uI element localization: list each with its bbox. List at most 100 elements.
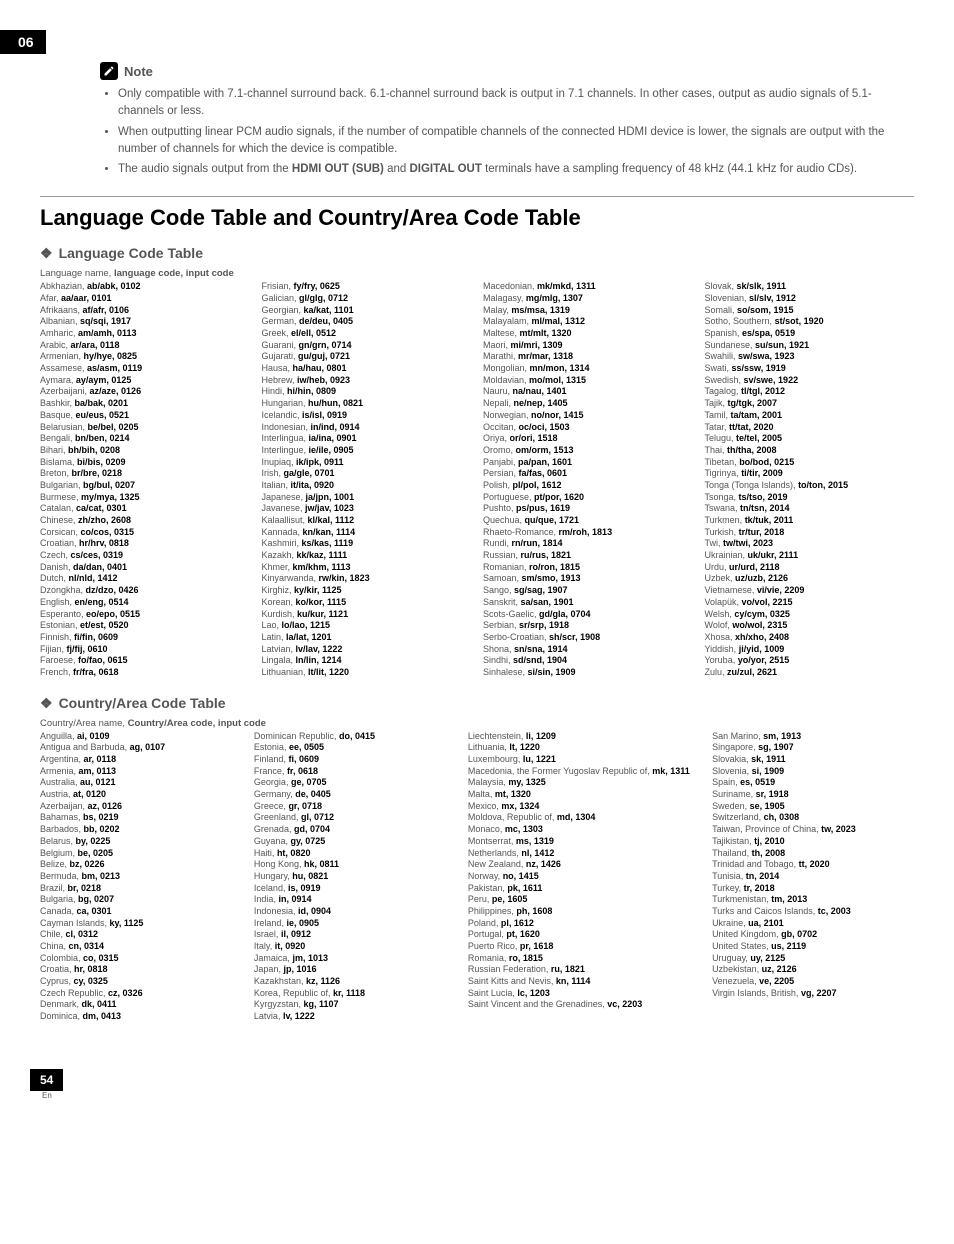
code-entry: Japanese, ja/jpn, 1001 [262,492,472,504]
code-entry: Faroese, fo/fao, 0615 [40,655,250,667]
code-entry: Slovenia, si, 1909 [712,766,914,778]
code-entry: Frisian, fy/fry, 0625 [262,281,472,293]
code-entry: Latvia, lv, 1222 [254,1011,456,1023]
code-entry: Italy, it, 0920 [254,941,456,953]
code-entry: Turks and Caicos Islands, tc, 2003 [712,906,914,918]
code-entry: Malayalam, ml/mal, 1312 [483,316,693,328]
code-entry: Nauru, na/nau, 1401 [483,386,693,398]
code-entry: Yiddish, ji/yid, 1009 [705,644,915,656]
code-entry: Taiwan, Province of China, tw, 2023 [712,824,914,836]
code-entry: Hong Kong, hk, 0811 [254,859,456,871]
code-entry: Saint Lucia, lc, 1203 [468,988,700,1000]
code-entry: Corsican, co/cos, 0315 [40,527,250,539]
code-entry: Czech, cs/ces, 0319 [40,550,250,562]
code-entry: Hungary, hu, 0821 [254,871,456,883]
code-entry: Croatia, hr, 0818 [40,964,242,976]
code-entry: New Zealand, nz, 1426 [468,859,700,871]
code-entry: Cayman Islands, ky, 1125 [40,918,242,930]
code-entry: Greenland, gl, 0712 [254,812,456,824]
code-entry: Oromo, om/orm, 1513 [483,445,693,457]
code-entry: German, de/deu, 0405 [262,316,472,328]
code-entry: Slovak, sk/slk, 1911 [705,281,915,293]
note-header: Note [100,62,914,80]
code-entry: Hebrew, iw/heb, 0923 [262,375,472,387]
country-heading: ❖Country/Area Code Table [40,695,914,712]
code-entry: Marathi, mr/mar, 1318 [483,351,693,363]
code-entry: Liechtenstein, li, 1209 [468,731,700,743]
code-entry: Argentina, ar, 0118 [40,754,242,766]
chapter-badge: 06 [0,30,46,54]
code-entry: Puerto Rico, pr, 1618 [468,941,700,953]
code-entry: Belarusian, be/bel, 0205 [40,422,250,434]
pencil-icon [100,62,118,80]
code-entry: Romania, ro, 1815 [468,953,700,965]
code-entry: Croatian, hr/hrv, 0818 [40,538,250,550]
code-entry: Venezuela, ve, 2205 [712,976,914,988]
code-column: San Marino, sm, 1913Singapore, sg, 1907S… [712,731,914,1023]
note-label: Note [124,64,153,79]
code-entry: Indonesia, id, 0904 [254,906,456,918]
code-entry: Swati, ss/ssw, 1919 [705,363,915,375]
code-entry: Russian Federation, ru, 1821 [468,964,700,976]
code-entry: Malagasy, mg/mlg, 1307 [483,293,693,305]
code-entry: Vietnamese, vi/vie, 2209 [705,585,915,597]
code-column: Macedonian, mk/mkd, 1311Malagasy, mg/mlg… [483,281,693,678]
code-entry: Occitan, oc/oci, 1503 [483,422,693,434]
code-entry: Lingala, ln/lin, 1214 [262,655,472,667]
code-entry: Sindhi, sd/snd, 1904 [483,655,693,667]
code-entry: Assamese, as/asm, 0119 [40,363,250,375]
code-entry: Malaysia, my, 1325 [468,777,700,789]
code-entry: Italian, it/ita, 0920 [262,480,472,492]
code-entry: Pushto, ps/pus, 1619 [483,503,693,515]
code-entry: Jamaica, jm, 1013 [254,953,456,965]
code-entry: Finland, fi, 0609 [254,754,456,766]
code-entry: Saint Kitts and Nevis, kn, 1114 [468,976,700,988]
code-entry: Spanish, es/spa, 0519 [705,328,915,340]
code-entry: Persian, fa/fas, 0601 [483,468,693,480]
code-entry: Kashmiri, ks/kas, 1119 [262,538,472,550]
code-entry: Colombia, co, 0315 [40,953,242,965]
code-entry: Bulgaria, bg, 0207 [40,894,242,906]
code-entry: Armenian, hy/hye, 0825 [40,351,250,363]
code-entry: Chile, cl, 0312 [40,929,242,941]
code-entry: Interlingue, ie/ile, 0905 [262,445,472,457]
code-entry: Esperanto, eo/epo, 0515 [40,609,250,621]
code-entry: Turkmen, tk/tuk, 2011 [705,515,915,527]
code-entry: Danish, da/dan, 0401 [40,562,250,574]
code-entry: Brazil, br, 0218 [40,883,242,895]
code-entry: Urdu, ur/urd, 2118 [705,562,915,574]
code-entry: Peru, pe, 1605 [468,894,700,906]
code-entry: Sango, sg/sag, 1907 [483,585,693,597]
code-entry: Nepali, ne/nep, 1405 [483,398,693,410]
code-entry: Barbados, bb, 0202 [40,824,242,836]
code-entry: Monaco, mc, 1303 [468,824,700,836]
code-entry: Tagalog, tl/tgl, 2012 [705,386,915,398]
language-heading: ❖Language Code Table [40,245,914,262]
code-entry: Bislama, bi/bis, 0209 [40,457,250,469]
code-entry: Icelandic, is/isl, 0919 [262,410,472,422]
code-entry: Samoan, sm/smo, 1913 [483,573,693,585]
code-entry: Turkish, tr/tur, 2018 [705,527,915,539]
code-entry: Singapore, sg, 1907 [712,742,914,754]
code-entry: Tigrinya, ti/tir, 2009 [705,468,915,480]
code-entry: Zulu, zu/zul, 2621 [705,667,915,679]
code-entry: Bulgarian, bg/bul, 0207 [40,480,250,492]
note-item: The audio signals output from the HDMI O… [118,161,914,178]
code-entry: Kazakh, kk/kaz, 1111 [262,550,472,562]
code-entry: Luxembourg, lu, 1221 [468,754,700,766]
code-entry: Fijian, fj/fij, 0610 [40,644,250,656]
code-entry: Philippines, ph, 1608 [468,906,700,918]
code-entry: Maori, mi/mri, 1309 [483,340,693,352]
code-entry: Japan, jp, 1016 [254,964,456,976]
code-entry: Somali, so/som, 1915 [705,305,915,317]
code-entry: Guyana, gy, 0725 [254,836,456,848]
code-entry: Cyprus, cy, 0325 [40,976,242,988]
code-entry: Shona, sn/sna, 1914 [483,644,693,656]
code-entry: Kurdish, ku/kur, 1121 [262,609,472,621]
code-entry: Oriya, or/ori, 1518 [483,433,693,445]
code-entry: Telugu, te/tel, 2005 [705,433,915,445]
code-entry: Dutch, nl/nld, 1412 [40,573,250,585]
country-columns: Anguilla, ai, 0109Antigua and Barbuda, a… [40,731,914,1023]
code-entry: Arabic, ar/ara, 0118 [40,340,250,352]
code-entry: Tswana, tn/tsn, 2014 [705,503,915,515]
